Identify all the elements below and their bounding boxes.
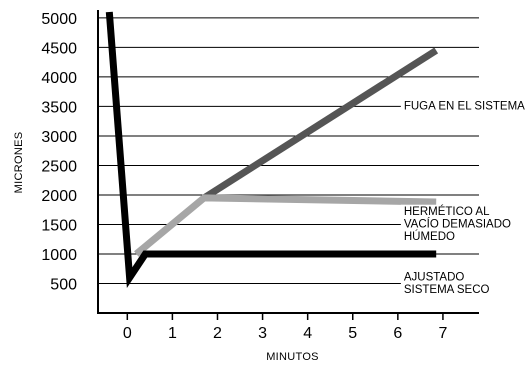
series-line [202,47,439,201]
x-tick-label: 7 [438,325,447,342]
annotation-bg [400,204,506,245]
annotation-label: FUGA EN EL SISTEMA [404,101,525,113]
annotation-bg [400,269,487,297]
annotation-label: AJUSTADO [404,271,465,283]
axes [97,10,479,320]
x-tick-label: 1 [168,325,177,342]
labels: 500 1000 1500 2000 2500 3000 3500 4000 4500 5000 0… [13,11,525,363]
series-line [134,194,437,257]
x-tick-label: 5 [348,325,357,342]
y-tick-label: 2000 [41,188,77,205]
x-tick-label: 6 [393,325,402,342]
y-axis-title: MICRONES [13,132,25,194]
y-tick-label: 1500 [41,217,77,234]
y-tick-label: 3500 [41,99,77,116]
annotation-label: VACÍO DEMASIADO [404,218,511,231]
y-tick-label: 500 [50,276,77,293]
y-tick-label: 4500 [41,40,77,57]
y-tick-label: 5000 [41,11,77,28]
x-axis-title: MINUTOS [266,351,319,363]
x-tick-label: 3 [258,325,267,342]
annotation-label: HÚMEDO [404,230,455,243]
y-tick-label: 2500 [41,158,77,175]
annotation-label: HERMÉTICO AL [404,205,490,218]
x-tick-label: 4 [303,325,312,342]
series [105,11,439,289]
y-tick-label: 4000 [41,70,77,87]
x-tick-label: 2 [213,325,222,342]
y-tick-label: 3000 [41,129,77,146]
y-tick-label: 1000 [41,247,77,264]
annotation-bg [400,99,525,114]
x-tick-label: 0 [123,325,132,342]
annotation-label: SISTEMA SECO [404,284,490,296]
series-line [105,11,437,289]
